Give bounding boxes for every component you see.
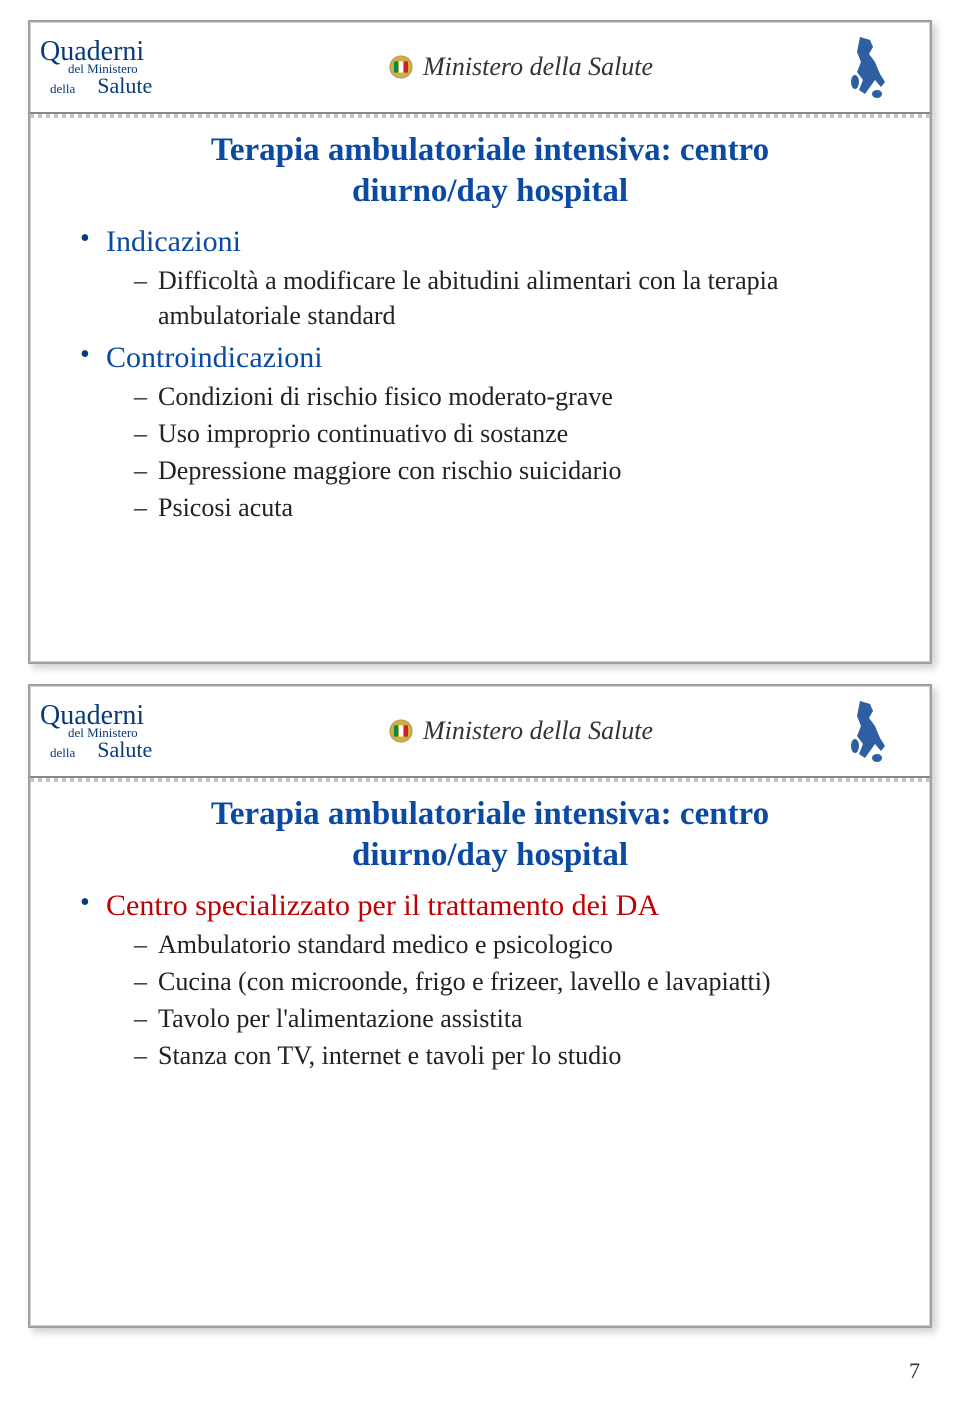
list-item: Difficoltà a modificare le abitudini ali… [134, 263, 900, 333]
italy-map-icon [810, 696, 930, 766]
list-item: Condizioni di rischio fisico moderato-gr… [134, 379, 900, 414]
logo-quaderni: Quaderni del Ministero dellaSalute [30, 694, 230, 769]
ministero-label: Ministero della Salute [423, 716, 653, 746]
list-item: Indicazioni Difficoltà a modificare le a… [80, 225, 900, 333]
logo-line3: dellaSalute [50, 739, 220, 761]
logo-quaderni: Quaderni del Ministero dellaSalute [30, 30, 230, 105]
emblem-icon [387, 717, 415, 745]
list-item: Psicosi acuta [134, 490, 900, 525]
header-center: Ministero della Salute [230, 52, 810, 82]
slide2-title: Terapia ambulatoriale intensiva: centro … [80, 794, 900, 877]
list-item: Controindicazioni Condizioni di rischio … [80, 341, 900, 525]
l1-label: Centro specializzato per il trattamento … [106, 889, 659, 922]
list-item: Tavolo per l'alimentazione assistita [134, 1001, 900, 1036]
slide1-title: Terapia ambulatoriale intensiva: centro … [80, 130, 900, 213]
slide-2: Quaderni del Ministero dellaSalute Minis… [28, 684, 932, 1328]
list-item: Centro specializzato per il trattamento … [80, 889, 900, 1073]
slide1-list: Indicazioni Difficoltà a modificare le a… [80, 225, 900, 526]
slide2-content: Terapia ambulatoriale intensiva: centro … [30, 778, 930, 1101]
slide-1: Quaderni del Ministero dellaSalute Minis… [28, 20, 932, 664]
ministero-label: Ministero della Salute [423, 52, 653, 82]
sublist: Condizioni di rischio fisico moderato-gr… [106, 379, 900, 525]
header-underline [30, 114, 930, 118]
header-bar: Quaderni del Ministero dellaSalute Minis… [30, 22, 930, 114]
list-item: Cucina (con microonde, frigo e frizeer, … [134, 964, 900, 999]
italy-map-icon [810, 32, 930, 102]
list-item: Uso improprio continuativo di sostanze [134, 416, 900, 451]
l1-label: Indicazioni [106, 225, 241, 258]
page-number: 7 [0, 1348, 960, 1404]
header-bar: Quaderni del Ministero dellaSalute Minis… [30, 686, 930, 778]
sublist: Difficoltà a modificare le abitudini ali… [106, 263, 900, 333]
list-item: Stanza con TV, internet e tavoli per lo … [134, 1038, 900, 1073]
slide1-content: Terapia ambulatoriale intensiva: centro … [30, 114, 930, 553]
header-center: Ministero della Salute [230, 716, 810, 746]
slide2-list: Centro specializzato per il trattamento … [80, 889, 900, 1073]
logo-line3: dellaSalute [50, 75, 220, 97]
l1-label: Controindicazioni [106, 341, 323, 374]
list-item: Depressione maggiore con rischio suicida… [134, 453, 900, 488]
emblem-icon [387, 53, 415, 81]
list-item: Ambulatorio standard medico e psicologic… [134, 927, 900, 962]
sublist: Ambulatorio standard medico e psicologic… [106, 927, 900, 1073]
header-underline [30, 778, 930, 782]
